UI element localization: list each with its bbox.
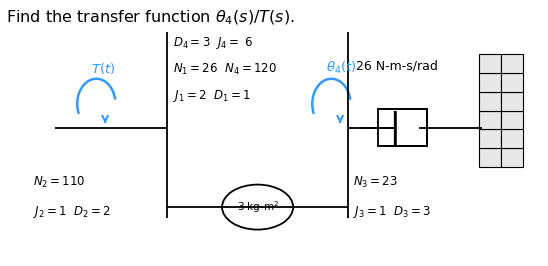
Text: $N_3 = 23$: $N_3 = 23$ (353, 175, 398, 190)
Bar (479, 92, 501, 110)
Bar (501, 130, 523, 148)
Text: Find the transfer function $\theta_4(s)/T(s)$.: Find the transfer function $\theta_4(s)/… (6, 9, 295, 27)
Text: 26 N-m-s/rad: 26 N-m-s/rad (356, 59, 438, 72)
Text: $J_1 = 2\ \ D_1 = 1$: $J_1 = 2\ \ D_1 = 1$ (173, 88, 251, 104)
Bar (501, 110, 523, 130)
Ellipse shape (222, 185, 293, 230)
Bar (479, 130, 501, 148)
Bar (479, 54, 501, 73)
Bar (479, 73, 501, 92)
Bar (479, 148, 501, 167)
Text: $J_3 = 1\ \ D_3 = 3$: $J_3 = 1\ \ D_3 = 3$ (353, 205, 431, 221)
Text: $N_2 = 110$: $N_2 = 110$ (33, 175, 86, 190)
Text: $J_2 = 1\ \ D_2 = 2$: $J_2 = 1\ \ D_2 = 2$ (33, 205, 111, 221)
Bar (479, 110, 501, 130)
Text: $\theta_4(t)$: $\theta_4(t)$ (326, 60, 357, 76)
Text: $N_1 = 26\ \ N_4 = 120$: $N_1 = 26\ \ N_4 = 120$ (173, 61, 277, 77)
Text: $D_4 = 3\ \ J_4 = \ 6$: $D_4 = 3\ \ J_4 = \ 6$ (173, 35, 253, 51)
Bar (501, 73, 523, 92)
Text: $T(t)$: $T(t)$ (91, 61, 115, 76)
Bar (501, 54, 523, 73)
Bar (501, 148, 523, 167)
Bar (501, 92, 523, 110)
Bar (378, 109, 427, 146)
Text: 3 kg-m$^2$: 3 kg-m$^2$ (237, 199, 279, 215)
